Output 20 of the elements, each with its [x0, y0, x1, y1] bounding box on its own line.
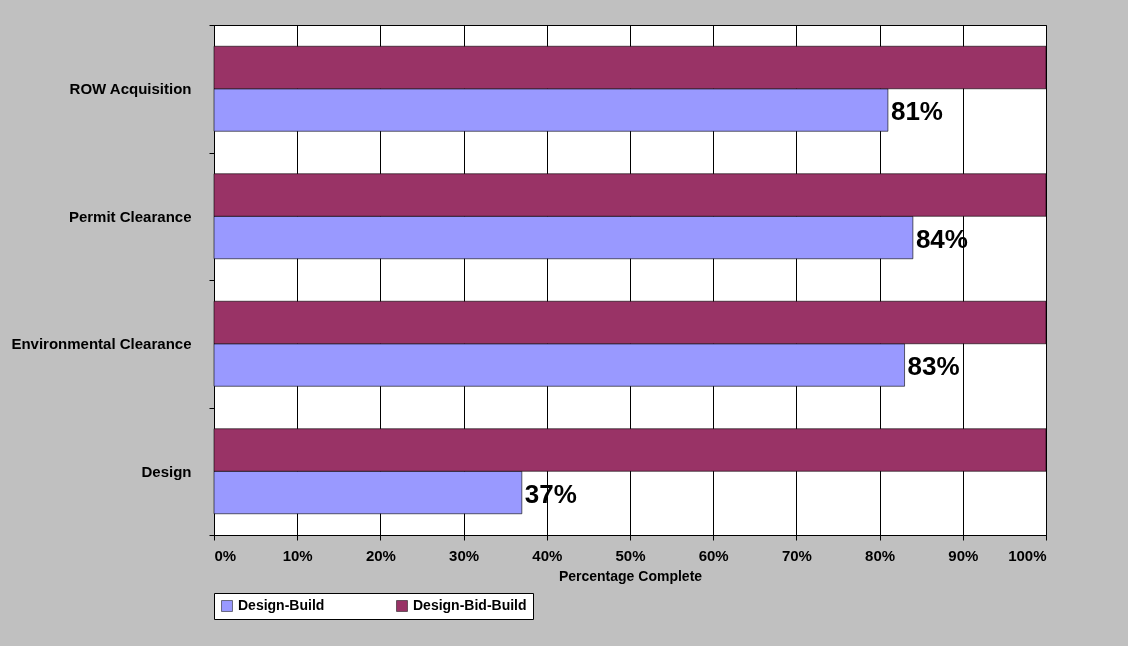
x-tick-label: 80% [865, 546, 896, 564]
y-tick-label: Design [141, 462, 192, 480]
x-axis-title: Percentage Complete [558, 567, 703, 584]
x-tick-label: 40% [532, 546, 563, 564]
legend-label: Design-Bid-Build [413, 597, 527, 613]
y-tick-label: Environmental Clearance [11, 335, 192, 353]
x-tick-label: 70% [781, 546, 812, 564]
data-label: 81% [890, 96, 943, 126]
x-tick-label: 90% [948, 546, 979, 564]
x-tick-label: 50% [615, 546, 646, 564]
data-label: 83% [907, 351, 960, 381]
legend-label: Design-Build [238, 597, 325, 613]
y-tick-label: ROW Acquisition [69, 80, 192, 98]
x-tick-label: 30% [449, 546, 480, 564]
y-tick-label: Permit Clearance [68, 207, 192, 225]
x-tick-label: 60% [698, 546, 729, 564]
x-tick-label: 10% [282, 546, 313, 564]
x-tick-label: 0% [214, 546, 237, 564]
x-tick-label: 100% [1008, 546, 1047, 564]
x-tick-label: 20% [365, 546, 396, 564]
